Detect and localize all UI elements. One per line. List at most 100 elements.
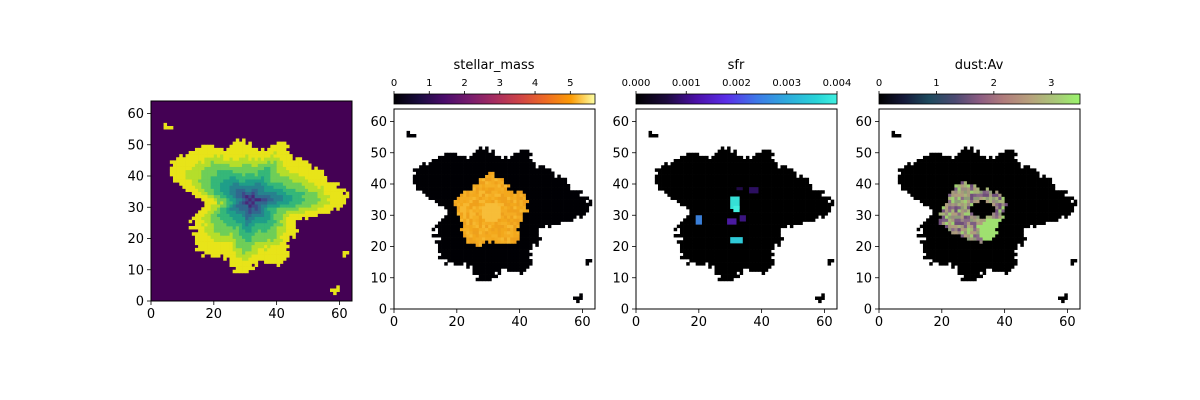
heatmap-cell bbox=[789, 221, 794, 225]
heatmap-cell bbox=[698, 259, 703, 263]
heatmap-cell bbox=[232, 157, 237, 161]
heatmap-cell bbox=[497, 230, 502, 235]
heatmap-cell bbox=[692, 187, 697, 191]
heatmap-cell bbox=[478, 199, 483, 204]
heatmap-cell bbox=[198, 232, 202, 236]
heatmap-cell bbox=[569, 209, 574, 213]
heatmap-cell bbox=[422, 165, 426, 169]
heatmap-cell bbox=[298, 191, 303, 196]
heatmap-cell bbox=[529, 190, 533, 194]
heatmap-cell bbox=[238, 210, 243, 214]
heatmap-cell bbox=[683, 199, 687, 204]
heatmap-cell bbox=[566, 215, 571, 219]
heatmap-cell bbox=[767, 152, 772, 157]
heatmap-cell bbox=[764, 212, 769, 216]
heatmap-cell bbox=[960, 224, 965, 229]
heatmap-cell bbox=[323, 188, 328, 192]
heatmap-cell bbox=[235, 263, 240, 267]
heatmap-cell bbox=[1001, 246, 1005, 250]
heatmap-cell bbox=[412, 177, 417, 182]
heatmap-cell bbox=[270, 201, 274, 205]
heatmap-cell bbox=[767, 168, 772, 172]
heatmap-cell bbox=[821, 205, 825, 210]
heatmap-cell bbox=[264, 229, 268, 233]
heatmap-cell bbox=[450, 205, 455, 210]
heatmap-cell bbox=[764, 265, 769, 269]
heatmap-cell bbox=[988, 234, 993, 238]
heatmap-cell bbox=[286, 160, 290, 164]
heatmap-cell bbox=[235, 222, 240, 227]
heatmap-cell bbox=[758, 190, 762, 194]
heatmap-cell bbox=[500, 259, 505, 263]
heatmap-cell bbox=[279, 166, 284, 171]
heatmap-cell bbox=[538, 199, 542, 204]
heatmap-cell bbox=[176, 157, 180, 161]
heatmap-cell bbox=[705, 187, 709, 191]
heatmap-cell bbox=[257, 210, 262, 214]
heatmap-cell bbox=[220, 201, 224, 205]
heatmap-cell bbox=[314, 204, 318, 208]
heatmap-cell bbox=[522, 237, 527, 241]
heatmap-cell bbox=[951, 249, 955, 254]
heatmap-cell bbox=[248, 166, 252, 171]
heatmap-cell bbox=[566, 202, 571, 207]
heatmap-cell bbox=[563, 205, 568, 210]
heatmap-cell bbox=[985, 224, 990, 229]
heatmap-cell bbox=[966, 274, 971, 279]
heatmap-cell bbox=[478, 243, 483, 247]
heatmap-cell bbox=[519, 177, 524, 182]
heatmap-cell bbox=[529, 196, 533, 200]
heatmap-cell bbox=[204, 169, 208, 174]
heatmap-cell bbox=[935, 259, 940, 263]
heatmap-cell bbox=[733, 268, 737, 272]
heatmap-cell bbox=[232, 160, 237, 164]
heatmap-cell bbox=[935, 240, 940, 244]
heatmap-cell bbox=[686, 202, 690, 207]
heatmap-cell bbox=[957, 243, 962, 247]
heatmap-cell bbox=[730, 159, 734, 163]
heatmap-cell bbox=[777, 177, 781, 182]
heatmap-cell bbox=[758, 246, 762, 250]
heatmap-cell bbox=[491, 240, 495, 244]
heatmap-cell bbox=[695, 212, 700, 216]
heatmap-cell bbox=[201, 157, 205, 161]
heatmap-cell bbox=[944, 243, 949, 247]
heatmap-cell bbox=[229, 188, 234, 192]
heatmap-cell bbox=[481, 165, 486, 169]
heatmap-cell bbox=[516, 184, 520, 188]
heatmap-cell bbox=[516, 162, 520, 166]
heatmap-cell bbox=[780, 177, 784, 182]
heatmap-cell bbox=[226, 241, 230, 246]
heatmap-cell bbox=[711, 155, 715, 160]
heatmap-cell bbox=[745, 218, 750, 222]
heatmap-cell bbox=[708, 218, 712, 222]
heatmap-cell bbox=[793, 187, 797, 191]
heatmap-cell bbox=[419, 165, 423, 169]
heatmap-cell bbox=[711, 187, 715, 191]
heatmap-cell bbox=[525, 224, 530, 229]
heatmap-cell bbox=[226, 172, 230, 177]
heatmap-cell bbox=[204, 194, 208, 199]
heatmap-cell bbox=[497, 171, 502, 175]
heatmap-cell bbox=[326, 182, 331, 186]
heatmap-cell bbox=[207, 207, 212, 211]
heatmap-cell bbox=[260, 254, 265, 258]
heatmap-cell bbox=[481, 159, 486, 163]
heatmap-cell bbox=[475, 240, 480, 244]
heatmap-cell bbox=[692, 234, 697, 238]
heatmap-cell bbox=[723, 202, 728, 207]
heatmap-cell bbox=[491, 224, 495, 229]
heatmap-cell bbox=[711, 262, 715, 266]
heatmap-cell bbox=[216, 182, 221, 186]
heatmap-cell bbox=[808, 202, 813, 207]
heatmap-cell bbox=[491, 221, 495, 225]
heatmap-cell bbox=[711, 221, 715, 225]
heatmap-cell bbox=[478, 218, 483, 222]
heatmap-cell bbox=[711, 224, 715, 229]
heatmap-cell bbox=[491, 184, 495, 188]
colorbar-ticks: 0.000 0.001 0.002 0.003 0.004 bbox=[622, 78, 851, 94]
heatmap-cell bbox=[573, 190, 577, 194]
heatmap-cell bbox=[500, 180, 505, 185]
heatmap-cell bbox=[926, 255, 930, 260]
heatmap-cell bbox=[717, 218, 722, 222]
